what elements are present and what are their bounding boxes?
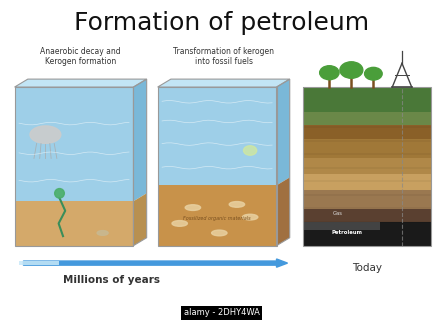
- Text: Petroleum: Petroleum: [331, 230, 362, 236]
- Polygon shape: [15, 79, 147, 87]
- Circle shape: [340, 62, 363, 78]
- Circle shape: [320, 66, 339, 80]
- Polygon shape: [303, 174, 431, 190]
- FancyArrow shape: [23, 259, 288, 267]
- Ellipse shape: [172, 220, 187, 226]
- Ellipse shape: [30, 126, 61, 143]
- Polygon shape: [303, 190, 431, 209]
- Ellipse shape: [185, 205, 201, 211]
- Circle shape: [244, 146, 256, 155]
- Polygon shape: [303, 158, 431, 174]
- Polygon shape: [158, 79, 290, 87]
- Polygon shape: [303, 112, 431, 125]
- Text: alamy - 2DHY4WA: alamy - 2DHY4WA: [183, 308, 260, 317]
- Ellipse shape: [212, 230, 227, 236]
- Polygon shape: [303, 140, 431, 158]
- Ellipse shape: [229, 202, 245, 207]
- Text: Today: Today: [352, 263, 382, 273]
- Polygon shape: [133, 79, 147, 201]
- Ellipse shape: [54, 188, 64, 198]
- Polygon shape: [303, 222, 380, 230]
- Polygon shape: [15, 87, 133, 201]
- Polygon shape: [303, 87, 431, 112]
- Text: Fossilized organic materials: Fossilized organic materials: [183, 216, 251, 221]
- Text: Millions of years: Millions of years: [63, 275, 160, 285]
- Ellipse shape: [97, 231, 108, 235]
- Polygon shape: [158, 87, 276, 185]
- Polygon shape: [303, 222, 431, 246]
- Polygon shape: [133, 193, 147, 246]
- Text: Gas: Gas: [333, 212, 343, 216]
- Circle shape: [365, 68, 382, 80]
- Polygon shape: [303, 209, 431, 222]
- Text: Transformation of kerogen
into fossil fuels: Transformation of kerogen into fossil fu…: [173, 47, 274, 67]
- Text: Anaerobic decay and
Kerogen formation: Anaerobic decay and Kerogen formation: [40, 47, 121, 67]
- Polygon shape: [303, 125, 431, 140]
- Ellipse shape: [242, 214, 258, 220]
- Polygon shape: [158, 185, 276, 246]
- Polygon shape: [19, 261, 58, 265]
- Polygon shape: [15, 201, 133, 246]
- Polygon shape: [276, 79, 290, 185]
- Polygon shape: [276, 178, 290, 246]
- Text: Formation of petroleum: Formation of petroleum: [74, 11, 369, 35]
